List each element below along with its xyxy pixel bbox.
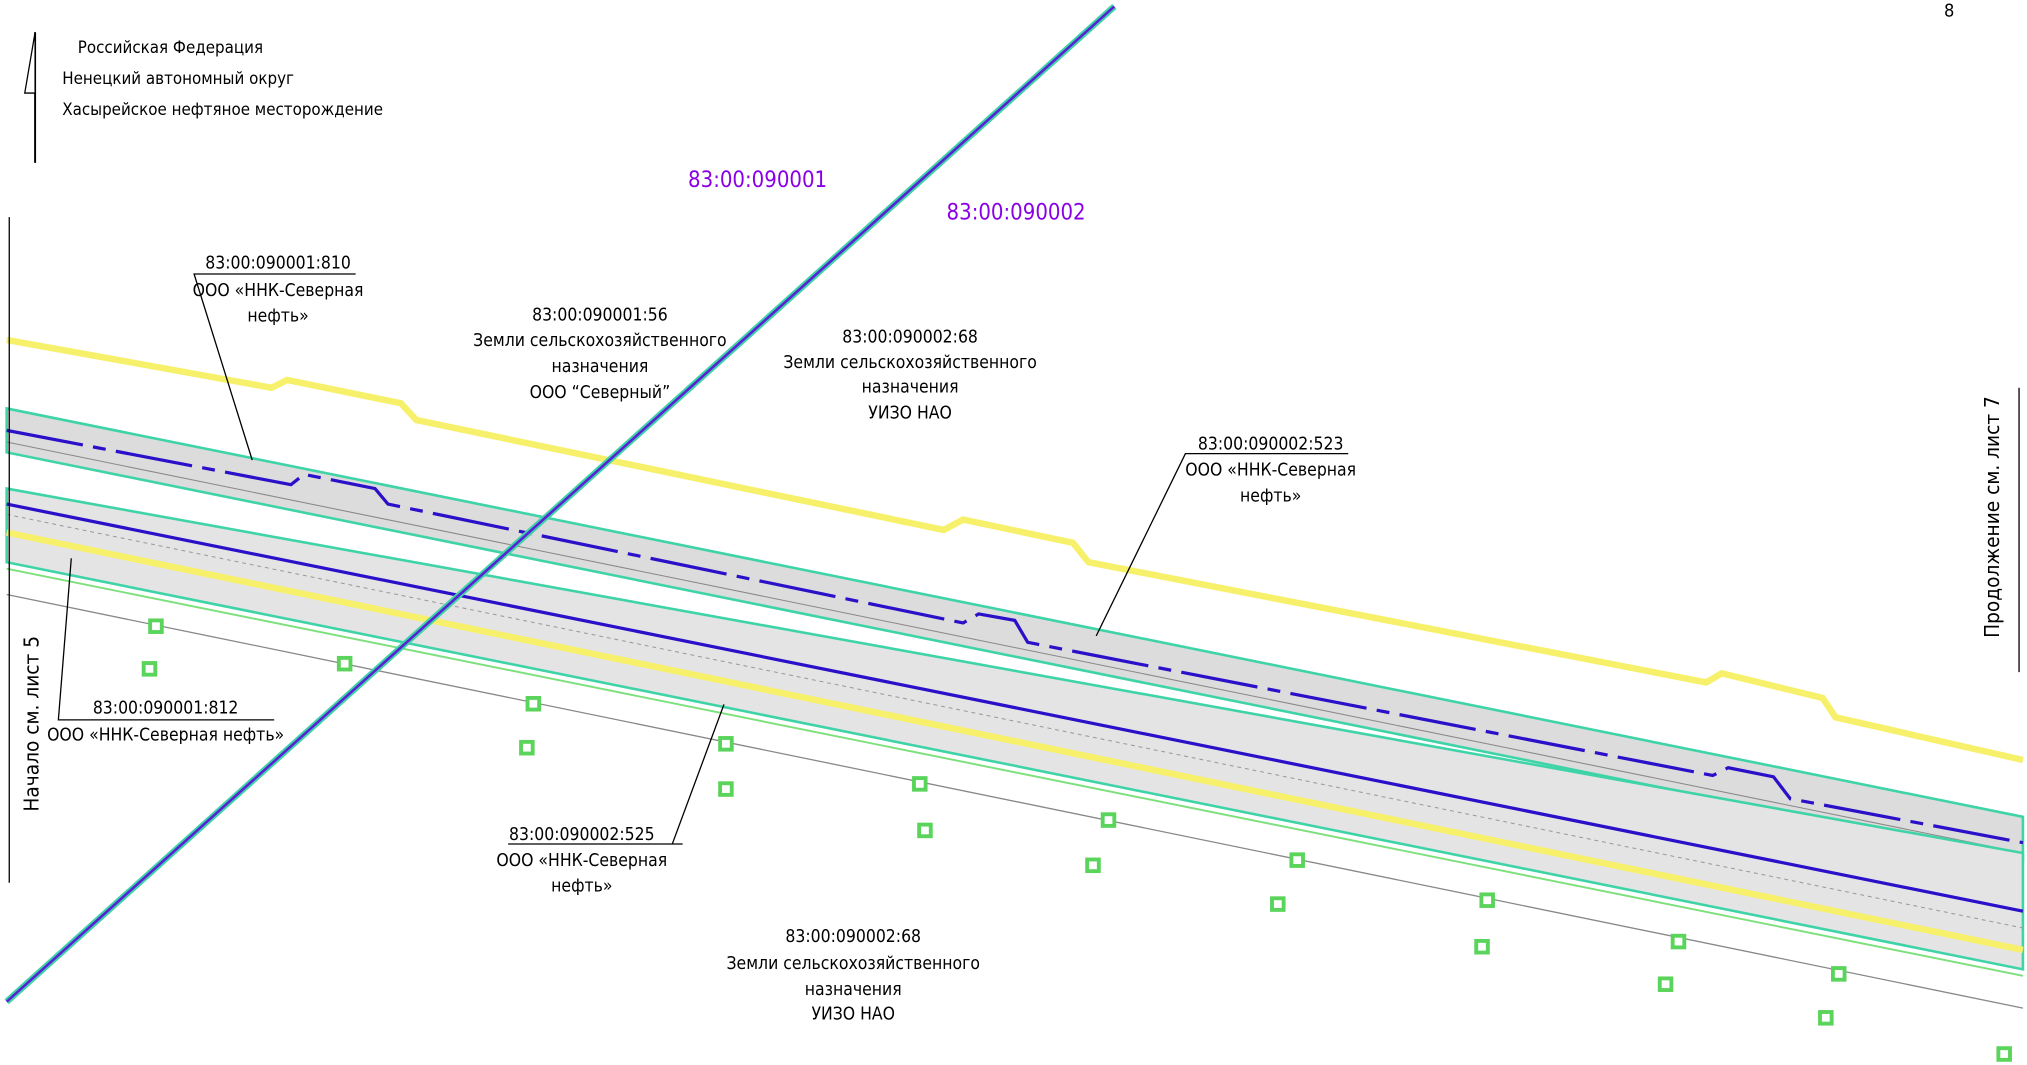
axis-upper [6,441,2024,854]
location-line: Хасырейское нефтяное месторождение [62,99,383,119]
cadastral-block: 83:00:090002 [947,200,1086,225]
parcel-text: нефть» [551,877,612,897]
parcel-text: УИЗО НАО [811,1005,895,1025]
parcel-text: ООО «ННК-Северная нефть» [47,725,284,745]
yellow-road-edge [6,529,2024,954]
side-note-continuation: Продолжение см. лист 7 [1980,396,2004,638]
parcel-number: 83:00:090002:68 [842,327,978,347]
parcel-text: назначения [805,980,902,1000]
parcel-text: ООО «ННК-Северная [193,281,364,301]
parcel-number: 83:00:090002:523 [1198,435,1344,455]
pipeline-lower [6,502,2024,913]
north-arrow-head [23,32,36,94]
parcel-text: УИЗО НАО [868,404,952,424]
parcel-text: нефть» [247,307,308,327]
parcel-text: Земли сельскохозяйственного [726,954,979,974]
slope-line [6,513,2024,929]
parcel-text: нефть» [1240,486,1301,506]
page-number: 8 [1944,1,1954,22]
parcel-text: ООО «ННК-Северная [496,851,667,871]
green-boundary [6,567,2024,977]
parcel-text: ООО “Северный” [530,383,671,403]
parcel-text: назначения [551,357,648,377]
leaders [57,273,1349,845]
parcel-number: 83:00:090002:525 [509,825,655,845]
parcel-number: 83:00:090002:68 [785,927,921,947]
survey-markers [141,618,2012,1062]
pipeline-upper [6,428,2024,845]
parcel-number: 83:00:090001:810 [205,254,351,274]
parcel-text: Земли сельскохозяйственного [783,353,1036,373]
lower-corridor [5,487,2025,971]
location-line: Российская Федерация [78,37,263,57]
block-boundary-inner [5,5,1116,1003]
parcel-number: 83:00:090001:812 [93,698,239,718]
yellow-boundary [6,336,2024,764]
parcel-text: ООО «ННК-Северная [1185,460,1356,480]
parcel-text: назначения [862,378,959,398]
side-note-start: Начало см. лист 5 [20,636,44,812]
cadastral-block: 83:00:090001 [688,168,827,193]
parcel-number: 83:00:090001:56 [532,305,668,325]
location-line: Ненецкий автономный округ [62,68,294,88]
parcel-text: Земли сельскохозяйственного [473,331,726,351]
